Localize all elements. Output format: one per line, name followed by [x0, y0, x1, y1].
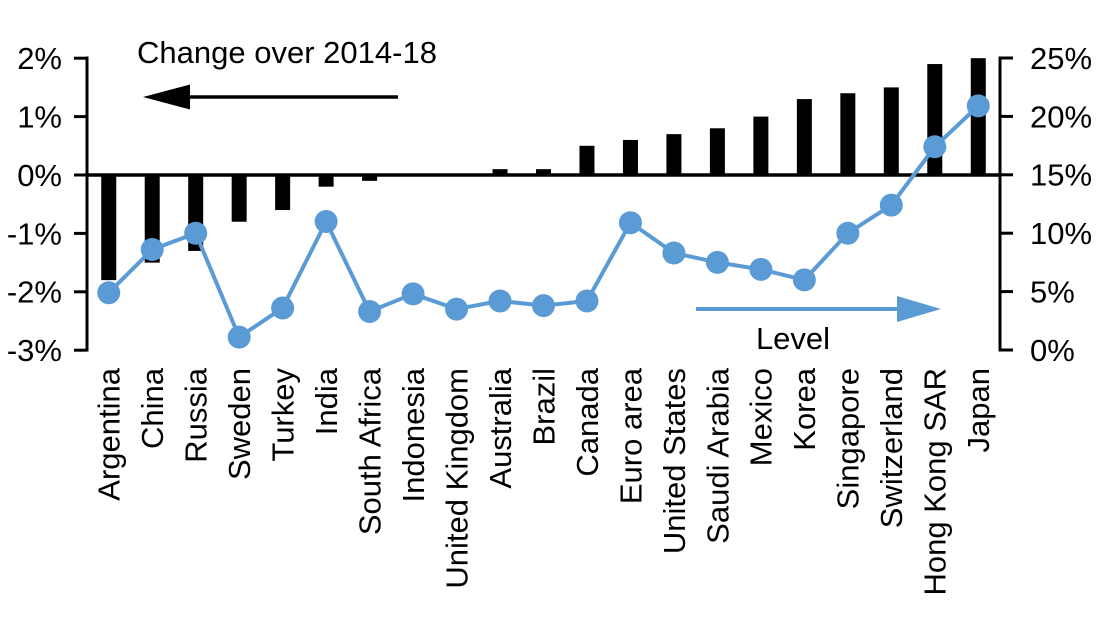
bar-korea: [796, 99, 812, 175]
marker-singapore: [836, 221, 860, 245]
category-label-argentina: Argentina: [92, 367, 127, 500]
line-series-group: [97, 94, 990, 349]
bar-canada: [579, 145, 595, 175]
category-label-china: China: [135, 367, 170, 449]
category-label-south-africa: South Africa: [352, 367, 387, 535]
category-label-indonesia: Indonesia: [396, 367, 431, 502]
change-annotation-label: Change over 2014-18: [137, 35, 437, 70]
marker-south-africa: [358, 299, 382, 323]
marker-russia: [184, 221, 208, 245]
marker-united-states: [662, 241, 686, 265]
category-label-turkey: Turkey: [265, 368, 300, 462]
category-label-russia: Russia: [179, 367, 214, 463]
marker-hong-kong-sar: [923, 135, 947, 159]
right-axis-tick-label: 0%: [1030, 333, 1075, 368]
marker-japan: [966, 94, 990, 118]
marker-korea: [792, 268, 816, 292]
marker-argentina: [97, 281, 121, 305]
marker-indonesia: [401, 282, 425, 306]
marker-india: [314, 210, 338, 234]
marker-canada: [575, 289, 599, 313]
bar-switzerland: [883, 87, 899, 175]
category-label-united-kingdom: United Kingdom: [439, 368, 474, 589]
category-label-singapore: Singapore: [831, 368, 866, 509]
bar-saudi-arabia: [709, 128, 725, 175]
category-label-india: India: [309, 367, 344, 435]
bar-turkey: [275, 175, 291, 211]
bar-singapore: [840, 93, 856, 175]
marker-switzerland: [879, 193, 903, 217]
bar-euro-area: [622, 139, 638, 175]
bar-australia: [492, 169, 508, 175]
category-label-japan: Japan: [961, 368, 996, 452]
marker-china: [140, 238, 164, 262]
left-axis-tick-label: 0%: [17, 158, 62, 193]
bar-india: [318, 175, 334, 187]
bar-mexico: [753, 116, 769, 175]
right-axis-tick-label: 15%: [1030, 158, 1092, 193]
category-label-korea: Korea: [787, 367, 822, 450]
left-axis-tick-label: -3%: [7, 333, 62, 368]
category-label-switzerland: Switzerland: [874, 368, 909, 528]
left-axis-tick-label: 2%: [17, 41, 62, 76]
bar-sweden: [231, 175, 247, 222]
marker-saudi-arabia: [705, 250, 729, 274]
marker-australia: [488, 289, 512, 313]
left-axis-tick-label: -1%: [7, 216, 62, 251]
right-axis-tick-label: 10%: [1030, 216, 1092, 251]
bar-south-africa: [362, 175, 378, 181]
right-axis-tick-label: 5%: [1030, 274, 1075, 309]
category-label-sweden: Sweden: [222, 368, 257, 480]
bar-hong-kong-sar: [927, 64, 943, 175]
marker-united-kingdom: [445, 297, 469, 321]
axes-group: 2% 1% 0% -1% -2% -3% 25% 20% 15% 10% 5% 0%: [7, 41, 1092, 368]
right-axis-tick-label: 25%: [1030, 41, 1092, 76]
marker-sweden: [227, 325, 251, 349]
marker-brazil: [532, 294, 555, 318]
category-label-united-states: United States: [657, 368, 692, 554]
category-label-brazil: Brazil: [526, 368, 561, 446]
category-label-euro-area: Euro area: [613, 367, 648, 504]
category-label-australia: Australia: [483, 367, 518, 488]
marker-euro-area: [618, 211, 642, 235]
change-arrow-left-icon: [143, 84, 190, 110]
category-label-saudi-arabia: Saudi Arabia: [700, 367, 735, 544]
category-label-mexico: Mexico: [744, 368, 779, 466]
level-arrow-right-icon: [897, 296, 941, 322]
category-label-canada: Canada: [570, 367, 605, 476]
level-annotation-label: Level: [756, 321, 830, 356]
category-labels-group: Argentina China Russia Sweden Turkey India Sou…: [92, 367, 997, 595]
marker-mexico: [749, 257, 773, 281]
bar-brazil: [536, 169, 551, 175]
bar-series-group: [101, 58, 986, 281]
left-axis-tick-label: -2%: [7, 275, 62, 310]
bar-argentina: [101, 175, 117, 281]
right-axis-tick-label: 20%: [1030, 99, 1092, 134]
category-label-hong-kong-sar: Hong Kong SAR: [918, 368, 953, 595]
bar-united-states: [666, 134, 682, 175]
left-axis-tick-label: 1%: [17, 99, 62, 134]
marker-turkey: [271, 296, 295, 320]
